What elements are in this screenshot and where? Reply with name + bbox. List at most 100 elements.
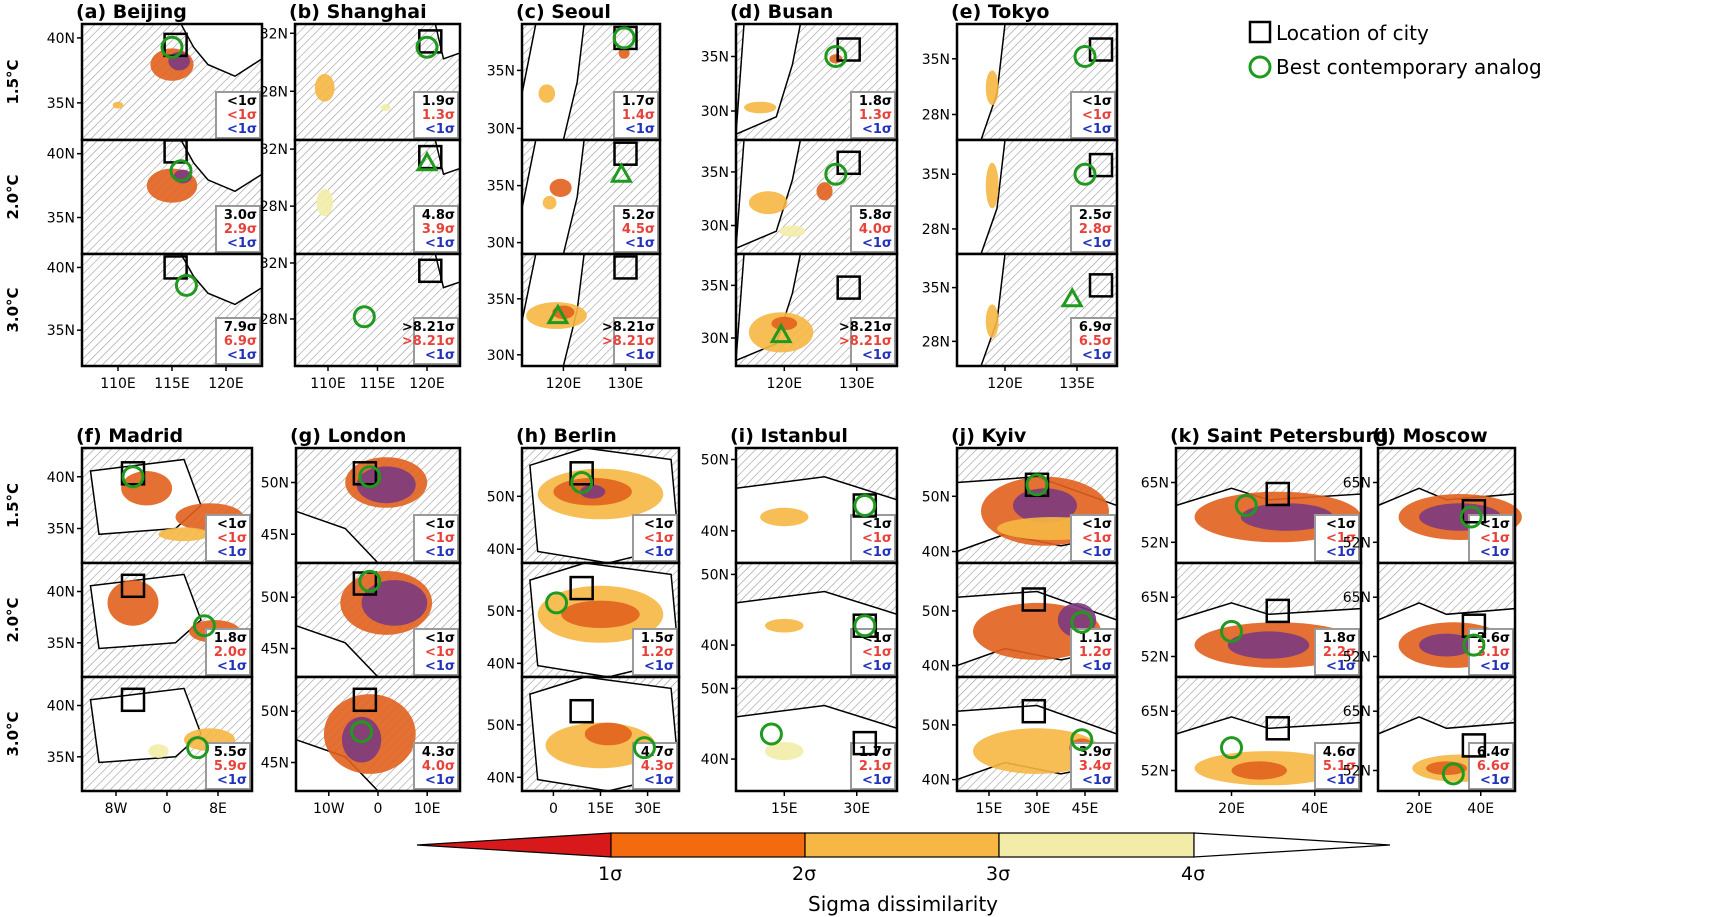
y-tick-label: 35N: [922, 52, 950, 68]
y-tick-label: 65N: [1343, 476, 1371, 492]
sigma-value: <1σ: [425, 631, 455, 646]
sigma-value: 7.9σ: [224, 320, 257, 335]
city-location-square: [1461, 613, 1487, 638]
sigma-value: 1.8σ: [214, 631, 247, 646]
y-tick-label: 65N: [1141, 590, 1169, 606]
sigma-value: 4.8σ: [422, 208, 455, 223]
y-tick-label: 52N: [1343, 649, 1371, 665]
map-panel: 7.9σ6.9σ<1σ 40N 35N: [47, 252, 264, 368]
analog-triangle: [546, 303, 570, 325]
y-tick-label: 35N: [47, 323, 75, 339]
sigma-value: <1σ: [217, 659, 247, 674]
map-panel: 5.5σ5.9σ<1σ 40N 35N: [47, 675, 254, 793]
x-tick-label: 115E: [360, 376, 396, 392]
x-tick-label: 120E: [767, 376, 803, 392]
analog-circle: [358, 465, 382, 489]
analog-circle: [853, 614, 877, 638]
dissimilarity-region: [973, 728, 1101, 774]
sigma-value: <1σ: [625, 348, 655, 363]
sigma-value: 2.5σ: [1079, 208, 1112, 223]
dissimilarity-region: [829, 54, 843, 64]
sigma-box: [215, 205, 261, 253]
sigma-value: <1σ: [227, 94, 257, 109]
y-tick-label: 35N: [47, 211, 75, 227]
y-tick-label: 50N: [922, 489, 950, 505]
sigma-box: [215, 317, 261, 365]
y-tick-label: 52N: [1343, 763, 1371, 779]
y-tick-label: 45N: [261, 756, 289, 772]
map-panel: 1.1σ1.2σ<1σ 50N 40N: [922, 561, 1119, 679]
sigma-value: 5.5σ: [214, 745, 247, 760]
warming-level-label: 3.0°C: [4, 287, 22, 332]
sigma-value: 3.4σ: [1079, 759, 1112, 774]
analog-circle: [1234, 494, 1258, 517]
sigma-value: <1σ: [1326, 517, 1356, 532]
map-panel: 6.9σ6.5σ<1σ 35N 28N: [922, 252, 1119, 368]
panel-title: (e) Tokyo: [951, 1, 1049, 23]
sigma-value: <1σ: [862, 659, 892, 674]
city-location-square: [836, 37, 861, 62]
sigma-value: 1.2σ: [1079, 645, 1112, 660]
city-location-square: [1461, 733, 1487, 758]
y-tick-label: 40N: [47, 31, 75, 47]
sigma-value: >8.21σ: [839, 334, 892, 349]
warming-level-label: 2.0°C: [4, 597, 22, 642]
sigma-box: [613, 205, 659, 253]
sigma-value: <1σ: [1082, 108, 1112, 123]
sigma-value: 4.5σ: [622, 222, 655, 237]
sigma-value: 6.5σ: [1079, 334, 1112, 349]
colorbar-tick-2: 2σ: [792, 863, 816, 885]
map-panel: 1.9σ1.3σ<1σ 32N 28N: [260, 22, 462, 142]
sigma-value: 6.6σ: [1477, 759, 1510, 774]
panel-frame: [1376, 675, 1517, 793]
analog-triangle: [769, 322, 793, 344]
y-tick-label: 50N: [701, 681, 729, 697]
y-tick-label: 50N: [261, 476, 289, 492]
sigma-value: <1σ: [217, 773, 247, 788]
sigma-value: <1σ: [1082, 94, 1112, 109]
map-panel: 5.8σ4.0σ<1σ 35N 30N: [701, 138, 899, 256]
y-tick-label: 35N: [487, 179, 515, 195]
dissimilarity-region: [748, 191, 788, 215]
y-tick-label: 40N: [47, 699, 75, 715]
x-tick-label: 0: [374, 801, 383, 817]
analog-circle: [570, 471, 594, 494]
y-tick-label: 28N: [260, 199, 288, 215]
city-location-square: [352, 687, 378, 713]
sigma-value: <1σ: [227, 122, 257, 137]
y-tick-label: 35N: [487, 292, 515, 308]
sigma-value: <1σ: [425, 517, 455, 532]
y-tick-label: 30N: [487, 121, 515, 137]
sigma-value: <1σ: [425, 236, 455, 251]
y-tick-label: 28N: [922, 334, 950, 350]
city-location-square: [569, 461, 594, 486]
y-tick-label: 40N: [701, 752, 729, 768]
panel-title: (h) Berlin: [516, 425, 617, 447]
panel-frame: [1174, 675, 1363, 793]
analog-circle: [824, 162, 848, 186]
sigma-value: 1.3σ: [422, 108, 455, 123]
sigma-box: [632, 628, 678, 676]
sigma-box: [413, 628, 459, 676]
x-tick-label: 120E: [987, 376, 1023, 392]
sigma-value: <1σ: [425, 348, 455, 363]
panel-title: (a) Beijing: [76, 1, 187, 23]
sigma-value: <1σ: [625, 236, 655, 251]
panel-title: (i) Istanbul: [730, 425, 848, 447]
legend-location-label: Location of city: [1276, 21, 1429, 45]
sigma-value: <1σ: [644, 517, 674, 532]
y-tick-label: 35N: [47, 522, 75, 538]
analog-triangle: [415, 150, 439, 172]
sigma-value: <1σ: [425, 773, 455, 788]
map-panel: 4.8σ3.9σ<1σ 32N 28N: [260, 138, 462, 256]
y-tick-label: 35N: [487, 63, 515, 79]
dissimilarity-region: [380, 104, 391, 111]
sigma-box: [1468, 742, 1514, 790]
x-tick-label: 15E: [587, 801, 614, 817]
x-tick-label: 30E: [1024, 801, 1051, 817]
